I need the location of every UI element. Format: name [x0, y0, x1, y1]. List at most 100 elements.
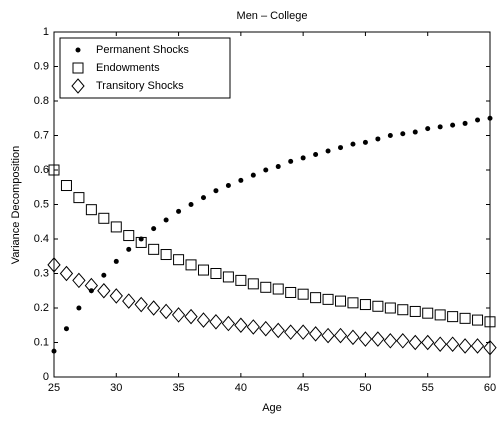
point: [321, 327, 335, 344]
point: [462, 120, 468, 126]
point: [184, 308, 198, 325]
x-tick-label: 60: [484, 382, 496, 394]
point: [338, 145, 344, 151]
point: [238, 177, 244, 183]
point: [458, 338, 472, 354]
point: [375, 136, 381, 142]
y-axis-label: Variance Decomposition: [10, 146, 22, 264]
point: [59, 265, 74, 282]
point: [450, 122, 456, 128]
point: [434, 309, 446, 321]
point: [84, 277, 99, 294]
point: [333, 327, 348, 344]
point: [387, 133, 393, 138]
point: [297, 288, 309, 300]
point: [113, 258, 119, 264]
y-tick-label: 0.8: [34, 95, 49, 107]
x-axis-label: Age: [262, 402, 282, 414]
point: [409, 305, 421, 317]
point: [358, 331, 373, 347]
point: [296, 324, 310, 340]
point: [347, 297, 359, 309]
point: [335, 295, 347, 307]
point: [222, 271, 234, 283]
point: [397, 304, 409, 316]
legend-label: Transitory Shocks: [96, 80, 184, 92]
point: [459, 312, 471, 324]
point: [447, 311, 459, 323]
point: [209, 314, 223, 330]
y-tick-label: 1: [43, 26, 49, 38]
y-tick-label: 0.5: [34, 198, 49, 210]
legend-label: Endowments: [96, 62, 160, 74]
point: [400, 131, 406, 137]
point: [396, 333, 410, 349]
point: [359, 299, 371, 311]
point: [60, 180, 72, 192]
x-tick-label: 25: [48, 382, 60, 394]
x-tick-label: 50: [359, 382, 371, 394]
legend-marker: [71, 78, 85, 94]
x-tick-label: 45: [297, 382, 309, 394]
point: [200, 195, 206, 201]
chart-title: Men – College: [237, 10, 308, 22]
point: [470, 338, 485, 354]
point: [122, 293, 136, 309]
point: [235, 274, 247, 286]
point: [272, 283, 284, 295]
y-tick-label: 0.4: [34, 233, 49, 245]
point: [148, 243, 160, 255]
point: [425, 126, 431, 132]
point: [135, 236, 147, 248]
point: [146, 300, 161, 316]
point: [362, 139, 368, 145]
point: [308, 326, 323, 342]
point: [176, 208, 182, 214]
point: [110, 221, 122, 233]
point: [383, 333, 398, 349]
point: [433, 336, 447, 352]
point: [88, 288, 94, 294]
point: [421, 334, 435, 351]
point: [372, 300, 384, 312]
point: [322, 293, 334, 305]
point: [371, 331, 385, 347]
point: [234, 317, 248, 334]
point: [346, 329, 360, 346]
point: [271, 322, 285, 339]
point: [134, 296, 148, 313]
point: [163, 217, 169, 223]
point: [285, 286, 297, 298]
y-tick-label: 0.9: [34, 60, 49, 72]
point: [185, 259, 197, 271]
y-tick-label: 0.2: [34, 302, 49, 314]
point: [483, 339, 497, 356]
point: [259, 320, 273, 337]
point: [487, 115, 493, 121]
point: [445, 336, 460, 352]
point: [47, 257, 61, 273]
point: [275, 164, 281, 170]
point: [51, 348, 57, 354]
point: [123, 230, 135, 242]
x-tick-label: 35: [172, 382, 184, 394]
point: [213, 188, 219, 194]
x-tick-label: 40: [235, 382, 247, 394]
point: [412, 129, 418, 135]
point: [98, 212, 110, 224]
point: [197, 264, 209, 276]
y-tick-label: 0.7: [34, 129, 49, 141]
point: [260, 281, 272, 293]
legend-box: [59, 37, 231, 99]
point: [310, 292, 322, 304]
point: [173, 254, 185, 266]
point: [109, 288, 123, 304]
y-tick-label: 0.1: [34, 336, 49, 348]
point: [288, 158, 294, 164]
point: [484, 316, 496, 328]
point: [73, 192, 85, 204]
x-tick-label: 30: [110, 382, 122, 394]
point: [72, 272, 86, 289]
point: [325, 148, 331, 154]
x-tick-label: 55: [422, 382, 434, 394]
